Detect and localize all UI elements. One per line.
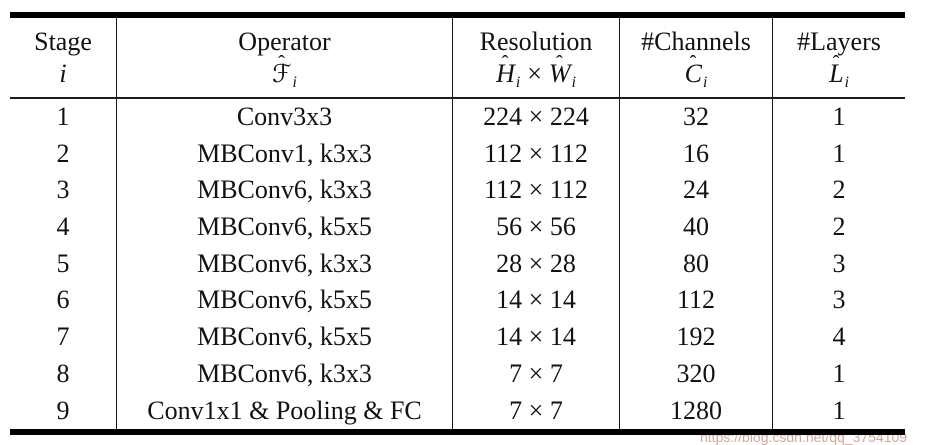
cell-operator: MBConv6, k3x3 <box>117 245 453 283</box>
header-operator-label: Operator <box>238 27 331 56</box>
cell-resolution: 7 × 7 <box>453 355 620 393</box>
cell-layers: 4 <box>832 322 846 352</box>
cell-stage: 1 <box>10 99 117 136</box>
header-stage-symbol: i <box>59 59 67 88</box>
cell-resolution: 112 × 112 <box>453 172 620 210</box>
cell-operator: MBConv6, k3x3 <box>117 172 453 210</box>
table-row: 5 MBConv6, k3x3 28 × 28 80 3 <box>10 245 905 283</box>
header-channels-label: #Channels <box>641 27 751 56</box>
cell-stage: 3 <box>10 172 117 210</box>
cell-stage: 5 <box>10 245 117 283</box>
cell-stage: 8 <box>10 355 117 393</box>
table-row: 8 MBConv6, k3x3 7 × 7 320 1 <box>10 355 905 393</box>
cell-layers: 2 <box>832 175 846 205</box>
cell-resolution: 224 × 224 <box>453 99 620 136</box>
cell-operator: MBConv6, k5x5 <box>117 209 453 246</box>
cell-layers: 1 <box>832 395 846 425</box>
header-cell-layers: #Layers ˆ Li <box>773 18 905 97</box>
header-stage-label: Stage <box>34 27 92 56</box>
cell-stage: 4 <box>10 209 117 246</box>
cell-operator: MBConv1, k3x3 <box>117 135 453 173</box>
cell-stage: 9 <box>10 392 117 430</box>
cell-channels: 80 <box>620 245 773 283</box>
cell-stage: 2 <box>10 135 117 173</box>
cell-operator: Conv1x1 & Pooling & FC <box>117 392 453 430</box>
table-header-row: Stage i Operator ˆ ℱi Resolution ˆ Hi × ˆ Wi … <box>10 18 905 99</box>
cell-channels: 40 <box>620 209 773 246</box>
cell-resolution: 112 × 112 <box>453 135 620 173</box>
header-layers-symbol: ˆ Li <box>829 51 849 91</box>
table-row: 2 MBConv1, k3x3 112 × 112 16 1 <box>10 135 905 173</box>
architecture-table: Stage i Operator ˆ ℱi Resolution ˆ Hi × ˆ Wi … <box>10 12 905 436</box>
header-operator-symbol: ˆ ℱi <box>272 51 297 91</box>
header-cell-channels: #Channels ˆ Ci <box>620 18 773 97</box>
cell-channels: 320 <box>620 355 773 393</box>
cell-stage: 7 <box>10 319 117 356</box>
header-cell-resolution: Resolution ˆ Hi × ˆ Wi <box>453 18 620 97</box>
table-row: 3 MBConv6, k3x3 112 × 112 24 2 <box>10 172 905 210</box>
cell-layers: 2 <box>832 212 846 242</box>
cell-resolution: 28 × 28 <box>453 245 620 283</box>
cell-layers: 1 <box>832 358 846 388</box>
cell-operator: MBConv6, k5x5 <box>117 319 453 356</box>
header-cell-operator: Operator ˆ ℱi <box>117 18 453 97</box>
table-row: 1 Conv3x3 224 × 224 32 1 <box>10 99 905 136</box>
cell-channels: 16 <box>620 135 773 173</box>
cell-layers: 3 <box>832 285 846 315</box>
cell-channels: 112 <box>620 282 773 320</box>
cell-channels: 1280 <box>620 392 773 430</box>
cell-channels: 32 <box>620 99 773 136</box>
cell-operator: MBConv6, k3x3 <box>117 355 453 393</box>
cell-layers: 1 <box>832 102 846 131</box>
cell-channels: 192 <box>620 319 773 356</box>
cell-resolution: 14 × 14 <box>453 319 620 356</box>
cell-channels: 24 <box>620 172 773 210</box>
table-row: 9 Conv1x1 & Pooling & FC 7 × 7 1280 1 <box>10 392 905 430</box>
cell-resolution: 7 × 7 <box>453 392 620 430</box>
cell-layers: 1 <box>832 138 846 168</box>
table-row: 7 MBConv6, k5x5 14 × 14 192 4 <box>10 319 905 356</box>
header-cell-stage: Stage i <box>10 18 117 97</box>
header-resolution-symbol: ˆ Hi × ˆ Wi <box>496 51 576 91</box>
table-row: 6 MBConv6, k5x5 14 × 14 112 3 <box>10 282 905 320</box>
header-layers-label: #Layers <box>797 27 881 56</box>
cell-resolution: 14 × 14 <box>453 282 620 320</box>
cell-operator: MBConv6, k5x5 <box>117 282 453 320</box>
table-body: 1 Conv3x3 224 × 224 32 1 2 MBConv1, k3x3… <box>10 99 905 430</box>
header-channels-symbol: ˆ Ci <box>684 51 708 91</box>
cell-layers: 3 <box>832 248 846 278</box>
cell-resolution: 56 × 56 <box>453 209 620 246</box>
table-row: 4 MBConv6, k5x5 56 × 56 40 2 <box>10 209 905 246</box>
header-resolution-label: Resolution <box>479 27 593 56</box>
cell-operator: Conv3x3 <box>117 99 453 136</box>
cell-stage: 6 <box>10 282 117 320</box>
times-sign: × <box>527 59 542 88</box>
